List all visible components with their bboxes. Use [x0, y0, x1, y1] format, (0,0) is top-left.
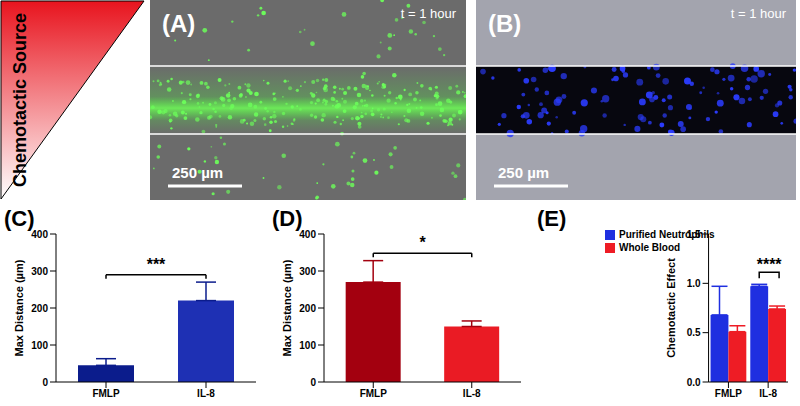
svg-text:200: 200: [299, 303, 316, 314]
svg-text:0: 0: [42, 377, 48, 388]
svg-text:1.0: 1.0: [687, 278, 701, 289]
svg-text:250 µm: 250 µm: [172, 164, 223, 181]
svg-text:(B): (B): [488, 10, 521, 37]
svg-text:1.5: 1.5: [687, 229, 701, 240]
svg-text:Max Distance (µm): Max Distance (µm): [281, 259, 293, 356]
svg-text:****: ****: [757, 256, 783, 273]
svg-text:Chemotactic Effect: Chemotactic Effect: [665, 258, 677, 358]
svg-text:IL-8: IL-8: [463, 388, 481, 399]
svg-text:100: 100: [299, 340, 316, 351]
svg-text:FMLP: FMLP: [715, 388, 743, 399]
svg-text:***: ***: [147, 256, 166, 273]
svg-text:0.5: 0.5: [687, 327, 701, 338]
svg-text:100: 100: [31, 340, 48, 351]
svg-text:IL-8: IL-8: [759, 388, 777, 399]
svg-text:200: 200: [31, 303, 48, 314]
svg-text:FMLP: FMLP: [92, 388, 120, 399]
svg-text:0: 0: [310, 377, 316, 388]
svg-text:IL-8: IL-8: [197, 388, 215, 399]
svg-text:FMLP: FMLP: [360, 388, 388, 399]
svg-text:t = 1 hour: t = 1 hour: [731, 6, 787, 21]
svg-text:250 µm: 250 µm: [498, 164, 549, 181]
svg-text:(A): (A): [162, 10, 195, 37]
svg-text:*: *: [419, 234, 426, 251]
svg-text:Max Distance (µm): Max Distance (µm): [13, 259, 25, 356]
svg-text:t = 1 hour: t = 1 hour: [401, 6, 457, 21]
svg-text:300: 300: [31, 266, 48, 277]
svg-text:Chemotactic Source: Chemotactic Source: [10, 13, 30, 187]
svg-text:0.0: 0.0: [687, 377, 701, 388]
svg-text:300: 300: [299, 266, 316, 277]
